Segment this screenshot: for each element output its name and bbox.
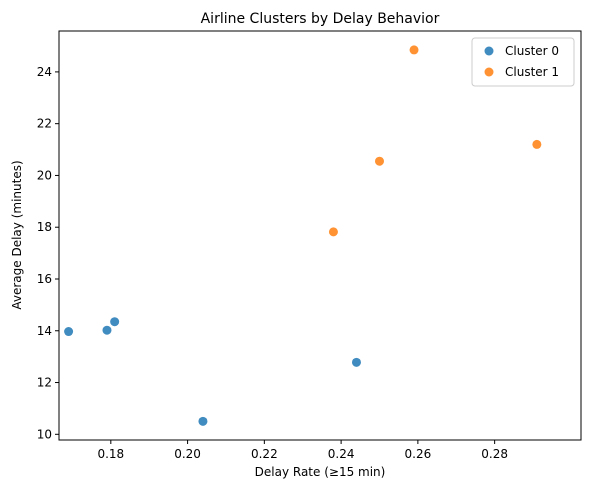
scatter-point-cluster-0 xyxy=(198,416,208,426)
y-tick-label: 12 xyxy=(37,376,52,390)
legend: Cluster 0 Cluster 1 xyxy=(471,37,575,87)
x-tick-label: 0.18 xyxy=(97,447,124,461)
legend-label-cluster-0: Cluster 0 xyxy=(505,44,559,58)
scatter-point-cluster-1 xyxy=(374,156,384,166)
scatter-point-cluster-0 xyxy=(110,317,120,327)
chart-title: Airline Clusters by Delay Behavior xyxy=(201,11,440,27)
y-tick-label: 18 xyxy=(37,220,52,234)
x-axis: 0.18 0.20 0.22 0.24 0.26 0.28 xyxy=(97,440,508,461)
y-tick-label: 24 xyxy=(37,65,52,79)
x-tick-label: 0.24 xyxy=(328,447,355,461)
legend-box xyxy=(471,37,575,87)
y-axis-label: Average Delay (minutes) xyxy=(10,160,24,309)
x-tick-label: 0.28 xyxy=(481,447,508,461)
plot-area xyxy=(64,45,542,426)
legend-label-cluster-1: Cluster 1 xyxy=(505,65,559,79)
scatter-point-cluster-1 xyxy=(409,45,419,55)
legend-marker-cluster-1 xyxy=(484,67,494,77)
x-tick-label: 0.20 xyxy=(174,447,201,461)
y-tick-label: 20 xyxy=(37,168,52,182)
scatter-point-cluster-0 xyxy=(351,357,361,367)
scatter-point-cluster-1 xyxy=(328,227,338,237)
legend-marker-cluster-0 xyxy=(484,46,494,56)
x-tick-label: 0.22 xyxy=(251,447,278,461)
y-tick-label: 16 xyxy=(37,272,52,286)
y-tick-label: 22 xyxy=(37,117,52,131)
scatter-point-cluster-1 xyxy=(532,139,542,149)
y-axis: 10 12 14 16 18 20 22 24 xyxy=(37,65,59,441)
y-tick-label: 14 xyxy=(37,324,52,338)
x-tick-label: 0.26 xyxy=(405,447,432,461)
scatter-point-cluster-0 xyxy=(102,325,112,335)
plot-frame xyxy=(58,30,582,441)
y-tick-label: 10 xyxy=(37,427,52,441)
scatter-point-cluster-0 xyxy=(64,327,74,337)
x-axis-label: Delay Rate (≥15 min) xyxy=(255,465,386,479)
